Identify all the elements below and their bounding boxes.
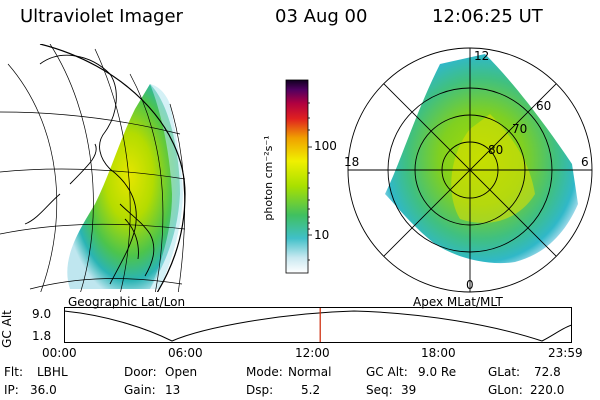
info-mode-value: Normal xyxy=(288,365,332,379)
info-glat-label: GLat: xyxy=(488,365,521,379)
orbit-altitude-plot xyxy=(64,307,572,343)
orbit-xtick-1200: 12:00 xyxy=(295,346,330,360)
orbit-xtick-2359: 23:59 xyxy=(548,346,583,360)
instrument-title: Ultraviolet Imager xyxy=(20,6,183,27)
date-label: 03 Aug 00 xyxy=(275,6,368,27)
info-seq-label: Seq: xyxy=(366,383,393,397)
info-glon-label: GLon: xyxy=(488,383,523,397)
geo-panel-label: Geographic Lat/Lon xyxy=(68,295,186,309)
info-door-value: Open xyxy=(165,365,198,379)
info-dsp-label: Dsp: xyxy=(246,383,274,397)
info-flt-value: LBHL xyxy=(37,365,68,379)
info-seq-value: 39 xyxy=(401,383,417,397)
info-mode-label: Mode: xyxy=(246,365,283,379)
mlt-label-12: 12 xyxy=(474,49,489,63)
orbit-ytick-high: 9.0 xyxy=(32,307,52,321)
info-door-label: Door: xyxy=(124,365,157,379)
mlt-label-0: 0 xyxy=(466,278,474,292)
polar-grid xyxy=(347,47,593,293)
mlt-label-6: 6 xyxy=(581,155,589,169)
orbit-ytick-low: 1.8 xyxy=(32,329,52,343)
colorbar: photon cm⁻²s⁻¹ xyxy=(262,79,312,274)
mlat-label-70: 70 xyxy=(512,122,527,136)
colorbar-unit-label: photon cm⁻²s⁻¹ xyxy=(262,135,275,220)
polar-panel-label: Apex MLat/MLT xyxy=(413,295,503,309)
geographic-map-panel xyxy=(0,44,186,292)
info-ip-value: 36.0 xyxy=(30,383,57,397)
orbit-xtick-1800: 18:00 xyxy=(421,346,456,360)
colorbar-tick-10: 10 xyxy=(314,228,330,242)
orbit-ylabel-wrap: GC Alt xyxy=(0,310,26,350)
info-gain-label: Gain: xyxy=(124,383,156,397)
mlat-label-80: 80 xyxy=(488,143,503,157)
colorbar-ticks xyxy=(308,102,312,261)
info-gcalt-value: 9.0 Re xyxy=(418,365,457,379)
time-label: 12:06:25 UT xyxy=(432,6,543,27)
orbit-xtick-0000: 00:00 xyxy=(42,346,77,360)
orbit-altitude-curve xyxy=(64,310,572,342)
info-ip-label: IP: xyxy=(4,383,19,397)
colorbar-tick-100: 100 xyxy=(314,139,337,153)
info-glon-value: 220.0 xyxy=(530,383,565,397)
orbit-ylabel: GC Alt xyxy=(0,310,14,348)
colorbar-gradient xyxy=(285,79,309,274)
info-gcalt-label: GC Alt: xyxy=(366,365,408,379)
info-dsp-value: 5.2 xyxy=(301,383,321,397)
mlat-label-60: 60 xyxy=(536,99,551,113)
info-gain-value: 13 xyxy=(165,383,181,397)
mlt-label-18: 18 xyxy=(344,155,359,169)
info-flt-label: Flt: xyxy=(4,365,23,379)
orbit-xtick-0600: 06:00 xyxy=(168,346,203,360)
polar-plot-panel: 12 0 18 6 60 70 80 xyxy=(344,47,593,293)
info-glat-value: 72.8 xyxy=(534,365,561,379)
